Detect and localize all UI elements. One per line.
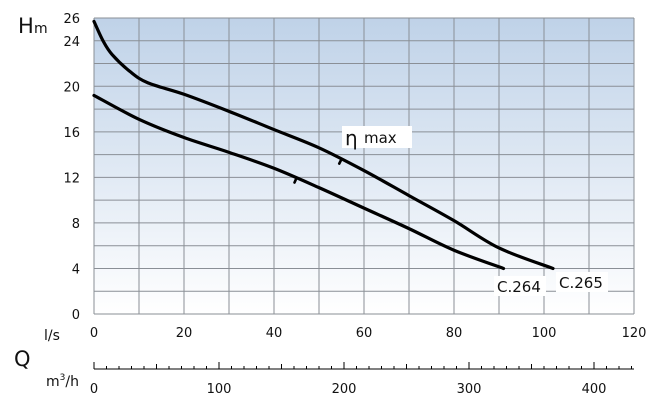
m3h-unit-suffix: /h bbox=[65, 374, 79, 390]
x-tick-label-m3h: 0 bbox=[90, 382, 98, 397]
x-tick-label-m3h: 300 bbox=[457, 382, 482, 397]
y-tick-label: 26 bbox=[63, 12, 80, 27]
eta-label-symbol: η bbox=[345, 126, 358, 150]
q-axis-label: Q bbox=[14, 347, 31, 371]
y-tick-label: 0 bbox=[72, 308, 80, 323]
x-tick-label-ls: 80 bbox=[446, 326, 463, 341]
eta-max-marker-c265 bbox=[337, 157, 343, 165]
x-tick-label-ls: 40 bbox=[266, 326, 283, 341]
x-tick-label-m3h: 400 bbox=[582, 382, 607, 397]
x-tick-label-ls: 20 bbox=[176, 326, 193, 341]
m3h-unit-prefix: m bbox=[46, 374, 60, 390]
y-tick-label: 8 bbox=[72, 217, 80, 232]
y-axis-title-m: m bbox=[34, 21, 48, 37]
curves bbox=[92, 19, 555, 271]
y-axis-ticks: 0 4 8 12 16 20 24 26 bbox=[63, 12, 80, 323]
x-axis-ls-unit: l/s bbox=[44, 328, 60, 344]
series-label-c265: C.265 bbox=[559, 274, 603, 292]
x-axis-m3h-ticks: 0 100 200 300 400 bbox=[90, 362, 632, 397]
x-axis-m3h-unit: m3/h bbox=[46, 373, 79, 390]
y-tick-label: 24 bbox=[63, 35, 80, 50]
y-tick-label: 12 bbox=[63, 171, 80, 186]
curve-c265 bbox=[92, 19, 555, 271]
y-tick-label: 16 bbox=[63, 126, 80, 141]
y-tick-label: 20 bbox=[63, 80, 80, 95]
x-tick-label-m3h: 100 bbox=[207, 382, 232, 397]
x-axis-ls-ticks: 0 20 40 60 80 100 120 bbox=[90, 326, 647, 341]
series-label-c264: C.264 bbox=[497, 278, 541, 296]
c264-label-bg bbox=[494, 276, 546, 296]
x-tick-label-m3h: 200 bbox=[332, 382, 357, 397]
eta-max-marker-c264 bbox=[293, 176, 298, 184]
m3h-unit-exponent: 3 bbox=[60, 373, 66, 383]
eta-label-bg bbox=[342, 126, 412, 148]
eta-label-text: max bbox=[364, 129, 397, 147]
x-tick-label-ls: 120 bbox=[622, 326, 647, 341]
x-tick-label-ls: 0 bbox=[90, 326, 98, 341]
y-axis-title-h: H bbox=[18, 14, 34, 38]
x-tick-label-ls: 100 bbox=[532, 326, 557, 341]
y-tick-label: 4 bbox=[72, 262, 80, 277]
c265-label-bg bbox=[556, 272, 608, 292]
x-tick-label-ls: 60 bbox=[356, 326, 373, 341]
